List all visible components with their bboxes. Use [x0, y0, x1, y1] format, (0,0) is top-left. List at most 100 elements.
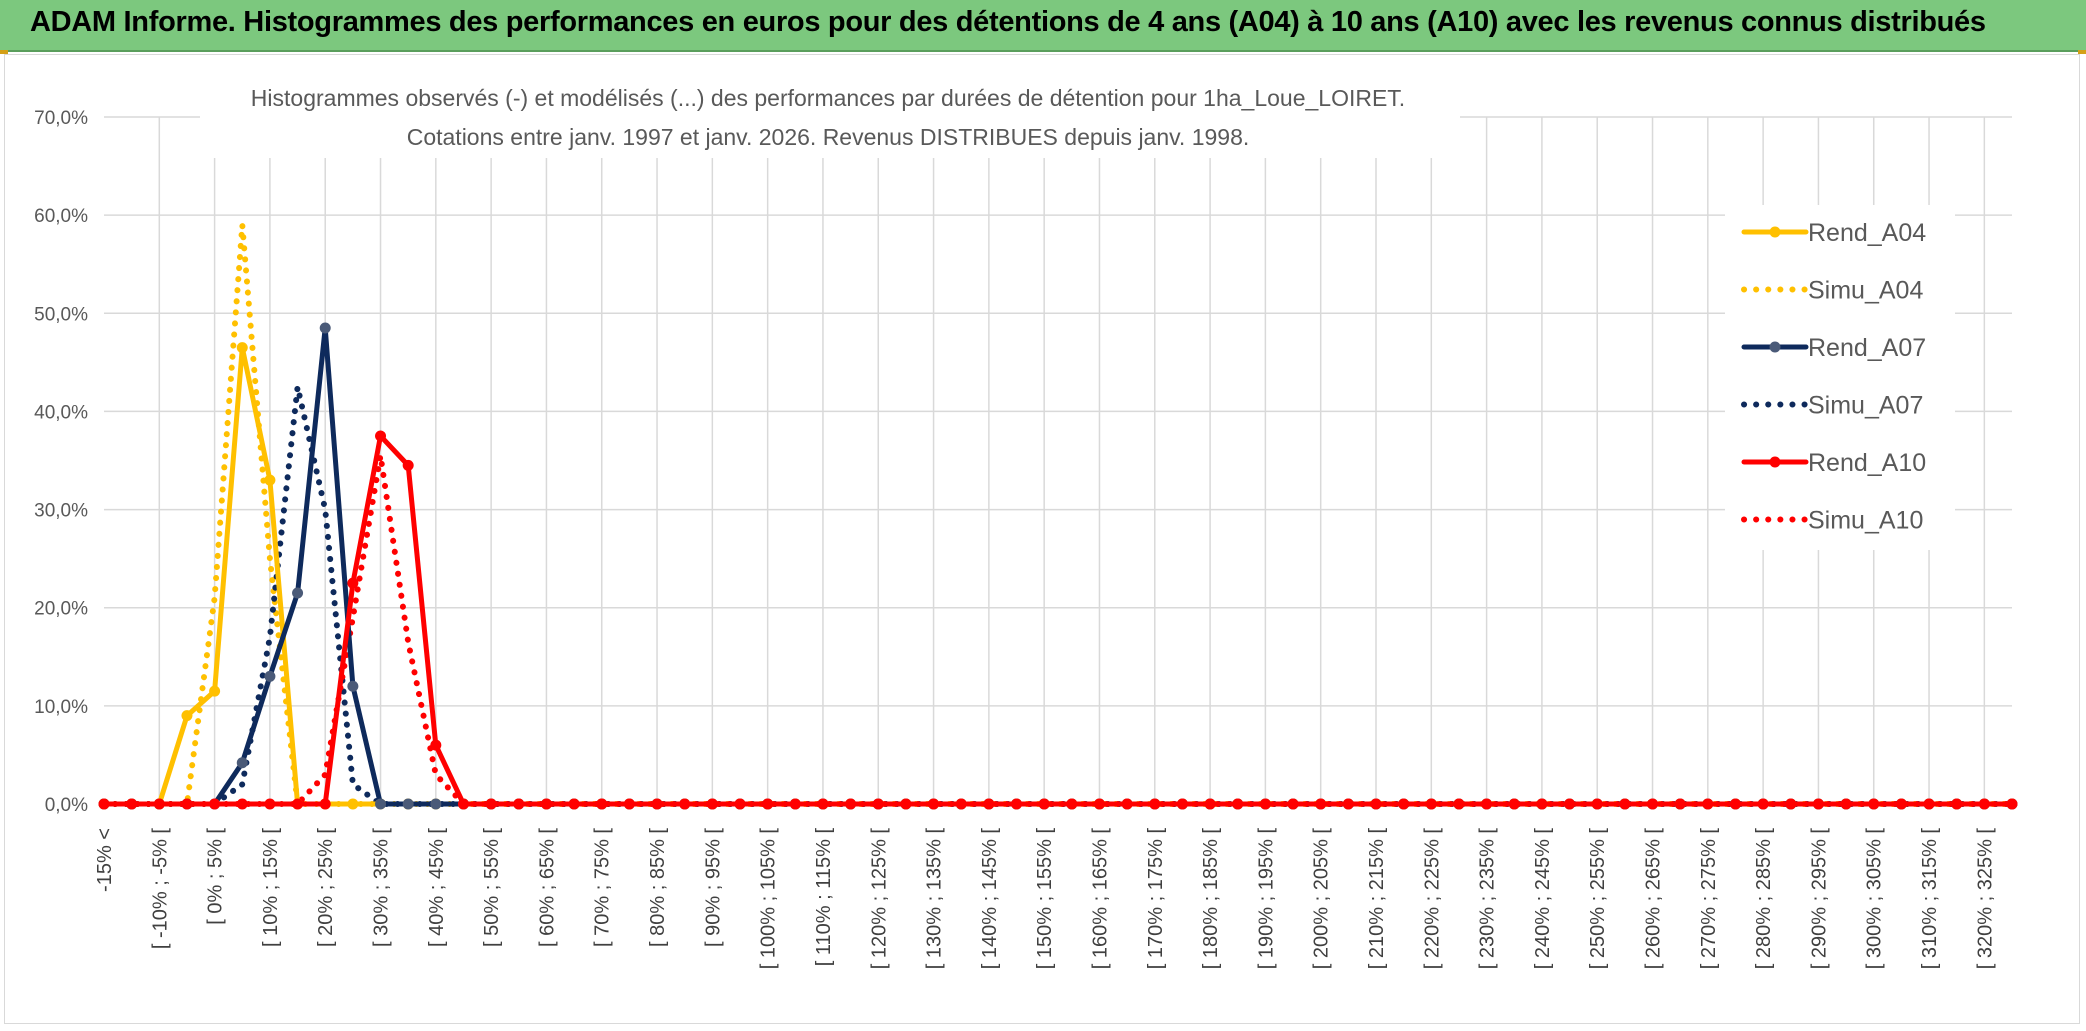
- data-point-rend_a10: [679, 798, 691, 810]
- data-point-rend_a04: [209, 685, 221, 697]
- data-point-rend_a10: [900, 798, 912, 810]
- x-tick-label: [ 140% ; 145% [: [979, 828, 1001, 970]
- data-point-rend_a10: [1978, 798, 1990, 810]
- data-point-rend_a10: [845, 798, 857, 810]
- series-line-rend_a10: [101, 433, 2015, 807]
- y-tick-label: 60,0%: [34, 206, 88, 227]
- x-tick-label: [ 270% ; 275% [: [1698, 828, 1720, 970]
- data-point-rend_a10: [1121, 798, 1133, 810]
- data-point-rend_a04: [181, 710, 193, 722]
- data-point-rend_a07: [402, 798, 414, 810]
- x-tick-label: [ 200% ; 205% [: [1311, 828, 1333, 970]
- data-point-rend_a07: [319, 322, 331, 334]
- data-point-rend_a10: [1812, 798, 1824, 810]
- data-point-rend_a07: [292, 587, 304, 599]
- corner-mark-right: [2078, 50, 2086, 54]
- axis-layer: 0,0% 10,0% 20,0% 30,0% 40,0% 50,0% 60,0% 70,0% -…: [34, 108, 1996, 969]
- y-tick-label: 10,0%: [34, 697, 88, 718]
- title-background: [200, 74, 1460, 158]
- y-tick-label: 0,0%: [45, 795, 88, 816]
- x-tick-label: [ 280% ; 285% [: [1753, 828, 1775, 970]
- data-point-rend_a10: [1951, 798, 1963, 810]
- data-point-rend_a07: [264, 670, 276, 682]
- data-point-rend_a10: [1453, 798, 1465, 810]
- legend-marker-rend_a04: [1769, 226, 1781, 238]
- data-point-rend_a10: [1370, 798, 1382, 810]
- data-point-rend_a10: [955, 798, 967, 810]
- data-point-rend_a10: [1287, 798, 1299, 810]
- data-point-rend_a07: [347, 680, 359, 692]
- data-point-rend_a10: [98, 798, 110, 810]
- x-tick-label: [ 10% ; 15% [: [260, 828, 282, 947]
- report-title: ADAM Informe. Histogrammes des performan…: [30, 6, 1986, 38]
- x-tick-label: [ 0% ; 5% [: [205, 828, 227, 925]
- data-point-rend_a10: [457, 798, 469, 810]
- x-tick-label: [ 190% ; 195% [: [1255, 828, 1277, 970]
- data-point-rend_a07: [375, 798, 387, 810]
- data-point-rend_a04: [236, 342, 248, 354]
- x-tick-label: [ 80% ; 85% [: [647, 828, 669, 947]
- data-point-rend_a10: [983, 798, 995, 810]
- y-tick-label: 50,0%: [34, 304, 88, 325]
- legend-label-simu_a10: Simu_A10: [1808, 507, 1923, 535]
- x-tick-label: [ 50% ; 55% [: [481, 828, 503, 947]
- data-point-rend_a10: [430, 739, 442, 751]
- x-tick-label: [ 230% ; 235% [: [1477, 828, 1499, 970]
- x-tick-label: [ 90% ; 95% [: [702, 828, 724, 947]
- data-point-rend_a10: [1591, 798, 1603, 810]
- x-tick-label: [ 290% ; 295% [: [1808, 828, 1830, 970]
- x-tick-label: [ 30% ; 35% [: [371, 828, 393, 947]
- x-tick-label: [ 300% ; 305% [: [1864, 828, 1886, 970]
- data-point-rend_a07: [236, 757, 248, 769]
- data-point-rend_a10: [1536, 798, 1548, 810]
- x-tick-label: [ 250% ; 255% [: [1587, 828, 1609, 970]
- data-point-rend_a10: [1923, 798, 1935, 810]
- data-point-rend_a10: [1011, 798, 1023, 810]
- corner-mark-left: [0, 50, 8, 54]
- data-point-rend_a10: [1647, 798, 1659, 810]
- legend-label-simu_a04: Simu_A04: [1808, 277, 1923, 305]
- data-point-rend_a10: [513, 798, 525, 810]
- data-point-rend_a10: [762, 798, 774, 810]
- x-tick-label: [ 40% ; 45% [: [426, 828, 448, 947]
- data-point-rend_a10: [1674, 798, 1686, 810]
- x-tick-label: [ 150% ; 155% [: [1034, 828, 1056, 970]
- data-point-rend_a10: [817, 798, 829, 810]
- x-tick-label: [ 160% ; 165% [: [1089, 828, 1111, 970]
- data-point-rend_a10: [1729, 798, 1741, 810]
- data-point-rend_a10: [181, 798, 193, 810]
- legend-background: [1725, 205, 1955, 550]
- data-point-rend_a10: [2006, 798, 2018, 810]
- data-point-rend_a10: [734, 798, 746, 810]
- data-point-rend_a10: [789, 798, 801, 810]
- data-point-rend_a10: [402, 459, 414, 471]
- data-point-rend_a10: [706, 798, 718, 810]
- data-point-rend_a10: [236, 798, 248, 810]
- x-tick-label: [ 260% ; 265% [: [1643, 828, 1665, 970]
- y-tick-label: 30,0%: [34, 501, 88, 522]
- data-point-rend_a10: [1868, 798, 1880, 810]
- x-tick-label: [ 240% ; 245% [: [1532, 828, 1554, 970]
- data-point-rend_a10: [596, 798, 608, 810]
- data-point-rend_a10: [1066, 798, 1078, 810]
- x-tick-label: [ 320% ; 325% [: [1974, 828, 1996, 970]
- chart-title-line-1: Histogrammes observés (-) et modélisés (…: [251, 85, 1405, 111]
- data-point-rend_a10: [1149, 798, 1161, 810]
- data-point-rend_a10: [1425, 798, 1437, 810]
- legend-label-rend_a04: Rend_A04: [1808, 219, 1926, 247]
- data-point-rend_a10: [1702, 798, 1714, 810]
- x-tick-label: [ 210% ; 215% [: [1366, 828, 1388, 970]
- data-point-rend_a10: [623, 798, 635, 810]
- x-tick-label: [ 70% ; 75% [: [592, 828, 614, 947]
- x-tick-label: [ 110% ; 115% [: [813, 828, 835, 967]
- data-point-rend_a10: [1204, 798, 1216, 810]
- data-point-rend_a10: [1840, 798, 1852, 810]
- data-point-rend_a10: [928, 798, 940, 810]
- x-tick-label: -15% <: [94, 828, 116, 892]
- x-tick-label: [ -10% ; -5% [: [149, 828, 171, 950]
- data-point-rend_a10: [1176, 798, 1188, 810]
- data-point-rend_a04: [347, 798, 359, 810]
- data-point-rend_a10: [651, 798, 663, 810]
- data-point-rend_a10: [1259, 798, 1271, 810]
